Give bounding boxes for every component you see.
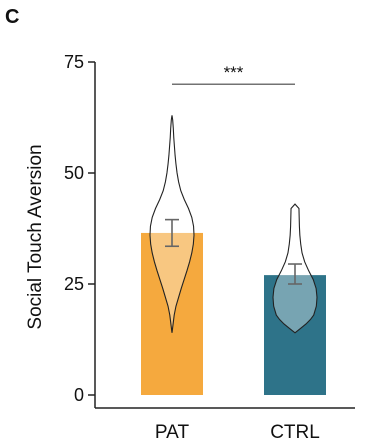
y-ticks: 0 25 50 75 — [64, 52, 95, 405]
error-bar-pat — [165, 218, 179, 248]
y-axis-label: Social Touch Aversion — [25, 144, 46, 329]
y-tick-label: 0 — [74, 385, 84, 405]
bars — [141, 232, 326, 395]
axes — [94, 62, 355, 409]
significance-label: *** — [224, 63, 244, 82]
error-bar-ctrl — [288, 263, 302, 285]
panel-label: C — [5, 6, 19, 28]
y-tick-label: 75 — [64, 52, 84, 72]
x-tick-label-pat: PAT — [155, 422, 190, 443]
x-tick-labels: PAT CTRL — [155, 422, 320, 443]
error-bars — [165, 218, 302, 285]
bar-pat — [141, 232, 203, 395]
significance-bracket: *** — [172, 63, 295, 85]
y-tick-label: 25 — [64, 274, 84, 294]
x-tick-label-ctrl: CTRL — [270, 422, 320, 443]
y-tick-label: 50 — [64, 163, 84, 183]
bar-ctrl — [264, 275, 326, 395]
violins — [149, 115, 318, 334]
